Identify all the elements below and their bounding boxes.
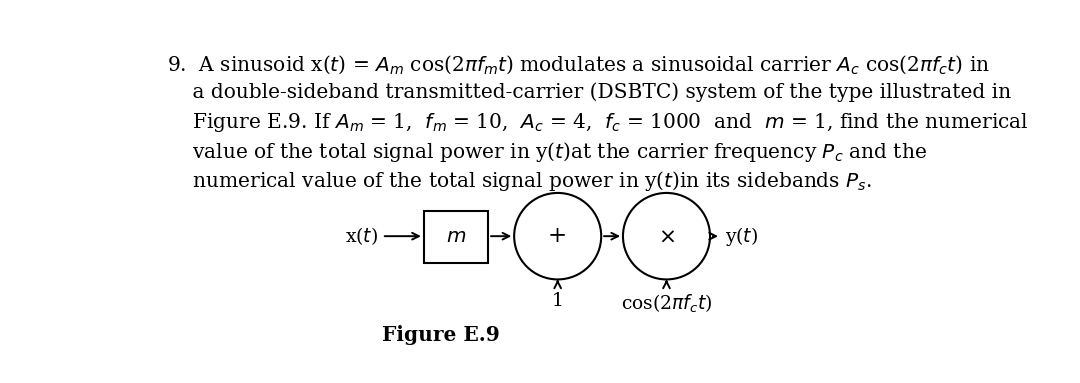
Ellipse shape	[514, 193, 602, 280]
FancyBboxPatch shape	[423, 211, 488, 263]
Ellipse shape	[623, 193, 710, 280]
Text: numerical value of the total signal power in y($t$)in its sidebands $P_s$.: numerical value of the total signal powe…	[166, 169, 872, 193]
Text: $\times$: $\times$	[658, 225, 675, 247]
Text: cos(2$\pi$$f_c$$t$): cos(2$\pi$$f_c$$t$)	[621, 292, 713, 314]
Text: y($t$): y($t$)	[725, 225, 758, 248]
Text: +: +	[549, 225, 567, 247]
Text: 1: 1	[552, 292, 564, 310]
Text: a double-sideband transmitted-carrier (DSBTC) system of the type illustrated in: a double-sideband transmitted-carrier (D…	[166, 82, 1011, 102]
Text: Figure E.9: Figure E.9	[382, 325, 500, 345]
Text: Figure E.9. If $A_m$ = 1,  $f_m$ = 10,  $A_c$ = 4,  $f_c$ = 1000  and  $m$ = 1, : Figure E.9. If $A_m$ = 1, $f_m$ = 10, $A…	[166, 111, 1028, 134]
Text: x($t$): x($t$)	[345, 225, 378, 247]
Text: value of the total signal power in y($t$)at the carrier frequency $P_c$ and the: value of the total signal power in y($t$…	[166, 140, 927, 164]
Text: 9.  A sinusoid x($t$) = $A_m$ cos(2$\pi$$f_m$$t$) modulates a sinusoidal carrier: 9. A sinusoid x($t$) = $A_m$ cos(2$\pi$$…	[166, 53, 989, 76]
Text: $m$: $m$	[446, 228, 467, 246]
